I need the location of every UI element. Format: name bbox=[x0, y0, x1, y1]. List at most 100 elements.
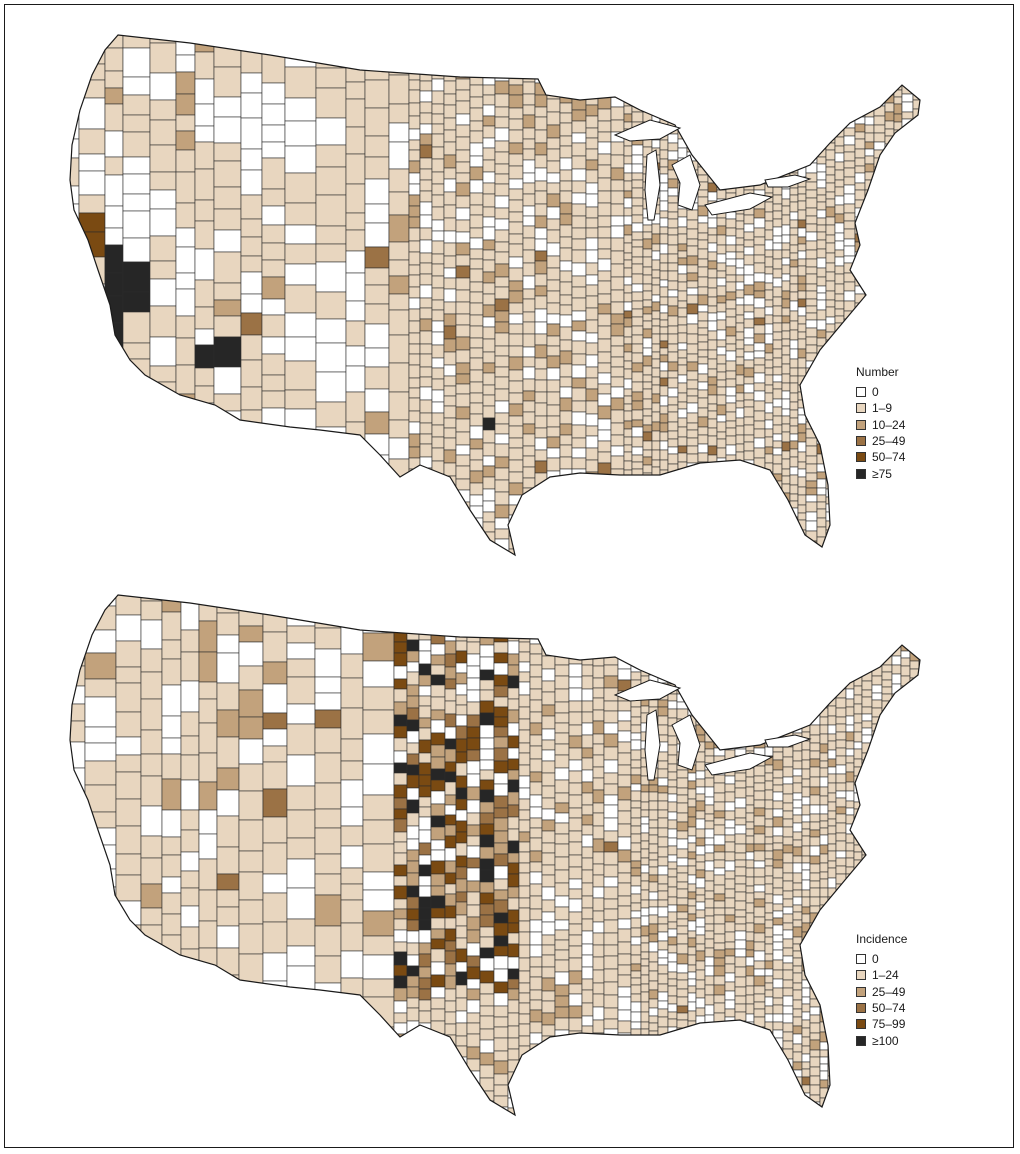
county bbox=[648, 1101, 659, 1110]
county bbox=[676, 615, 689, 625]
county bbox=[494, 80, 510, 95]
county bbox=[346, 563, 365, 570]
county bbox=[597, 270, 612, 282]
county bbox=[676, 657, 689, 668]
county bbox=[261, 35, 286, 55]
county bbox=[216, 789, 240, 817]
county bbox=[697, 349, 709, 358]
county bbox=[315, 473, 347, 491]
county bbox=[797, 399, 807, 409]
county bbox=[667, 595, 678, 605]
county bbox=[546, 404, 561, 417]
county bbox=[571, 310, 587, 322]
county bbox=[194, 168, 215, 201]
county bbox=[479, 644, 495, 658]
county bbox=[541, 830, 556, 844]
county bbox=[686, 522, 699, 534]
county bbox=[781, 35, 791, 45]
county bbox=[444, 940, 457, 952]
county bbox=[494, 151, 510, 165]
county bbox=[597, 120, 612, 133]
county bbox=[585, 115, 599, 129]
county bbox=[623, 79, 633, 90]
county bbox=[677, 300, 688, 309]
county bbox=[238, 689, 264, 718]
county bbox=[631, 409, 644, 421]
county bbox=[406, 908, 420, 921]
county bbox=[764, 70, 774, 82]
county bbox=[393, 964, 408, 977]
county bbox=[104, 453, 124, 481]
county bbox=[834, 240, 845, 251]
county bbox=[901, 227, 914, 236]
county bbox=[816, 309, 827, 321]
county bbox=[781, 390, 791, 400]
county bbox=[469, 227, 484, 239]
county bbox=[743, 450, 755, 461]
county bbox=[623, 52, 633, 63]
county bbox=[493, 981, 509, 994]
county bbox=[518, 661, 531, 673]
county bbox=[843, 67, 856, 78]
county bbox=[603, 981, 619, 996]
county bbox=[546, 242, 561, 257]
county bbox=[597, 293, 612, 305]
county bbox=[443, 462, 457, 477]
county bbox=[686, 62, 699, 73]
county bbox=[479, 1005, 495, 1017]
county bbox=[315, 87, 347, 119]
county bbox=[873, 266, 886, 275]
county bbox=[912, 529, 920, 540]
county bbox=[617, 786, 632, 801]
county bbox=[789, 550, 799, 555]
county bbox=[716, 431, 727, 440]
county bbox=[469, 539, 484, 553]
county bbox=[70, 490, 80, 510]
county bbox=[623, 436, 633, 446]
county bbox=[805, 249, 818, 260]
county bbox=[781, 147, 791, 158]
county bbox=[388, 275, 410, 295]
county bbox=[933, 422, 940, 431]
county bbox=[843, 421, 856, 430]
county bbox=[642, 539, 653, 549]
county bbox=[592, 1099, 605, 1111]
county bbox=[651, 393, 661, 404]
county bbox=[707, 473, 718, 483]
county bbox=[534, 167, 548, 182]
county bbox=[213, 393, 242, 412]
county bbox=[753, 503, 766, 515]
county bbox=[825, 547, 836, 555]
county bbox=[630, 963, 642, 972]
county bbox=[667, 1060, 678, 1072]
county bbox=[362, 632, 395, 662]
county bbox=[753, 390, 766, 402]
county bbox=[559, 213, 573, 226]
county bbox=[345, 391, 366, 423]
county bbox=[781, 423, 791, 433]
county bbox=[826, 25, 835, 33]
county bbox=[581, 769, 594, 783]
county bbox=[657, 906, 669, 918]
county bbox=[834, 522, 845, 534]
county bbox=[825, 462, 836, 473]
county bbox=[789, 211, 799, 221]
county bbox=[286, 887, 316, 920]
county bbox=[534, 321, 548, 335]
county bbox=[466, 1012, 481, 1024]
county bbox=[508, 188, 524, 201]
county bbox=[149, 440, 177, 462]
county bbox=[707, 157, 718, 167]
county bbox=[592, 1109, 605, 1115]
county bbox=[431, 401, 445, 414]
county bbox=[754, 561, 765, 570]
county bbox=[686, 128, 699, 137]
county bbox=[623, 403, 633, 412]
county bbox=[651, 35, 661, 36]
county bbox=[479, 858, 495, 871]
county bbox=[933, 154, 940, 161]
county bbox=[444, 1067, 457, 1081]
county bbox=[834, 81, 845, 93]
county bbox=[707, 394, 718, 405]
county bbox=[825, 348, 836, 359]
